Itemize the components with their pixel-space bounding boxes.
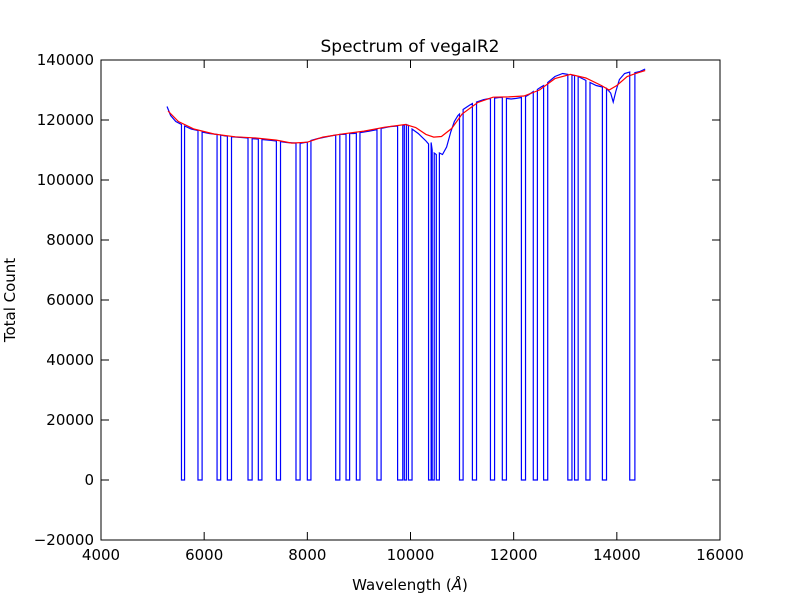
- y-tick-label: −20000: [34, 531, 94, 549]
- x-tick-label: 10000: [387, 546, 435, 564]
- plot-clip-group: [166, 68, 646, 481]
- y-tick-label: 60000: [46, 291, 94, 309]
- y-tick-label: 0: [84, 471, 94, 489]
- x-axis-title-main: Wavelength (: [352, 576, 452, 594]
- chart-title: Spectrum of vegaIR2: [321, 37, 500, 57]
- x-axis-title-unit: Å: [451, 575, 462, 594]
- y-tick-label: 100000: [37, 171, 94, 189]
- y-tick-label: 80000: [46, 231, 94, 249]
- x-tick-label: 16000: [696, 546, 744, 564]
- x-tick-label: 12000: [490, 546, 538, 564]
- axis-ticks: 4000 6000 8000 10000 12000 14000 16000 −20000 0 2…: [34, 51, 744, 564]
- y-tick-label: 20000: [46, 411, 94, 429]
- spectrum-series-line: [166, 68, 646, 481]
- y-tick-label: 140000: [37, 51, 94, 69]
- y-tick-label: 40000: [46, 351, 94, 369]
- x-tick-label: 14000: [593, 546, 641, 564]
- y-axis-title: Total Count: [1, 258, 19, 343]
- x-tick-label: 4000: [82, 546, 120, 564]
- x-axis-title: Wavelength (Å): [352, 575, 468, 594]
- x-axis-title-close: ): [462, 576, 468, 594]
- plot-area: [101, 60, 720, 540]
- fit-series-line: [167, 69, 646, 144]
- x-tick-label: 6000: [185, 546, 223, 564]
- y-tick-label: 120000: [37, 111, 94, 129]
- x-tick-label: 8000: [288, 546, 326, 564]
